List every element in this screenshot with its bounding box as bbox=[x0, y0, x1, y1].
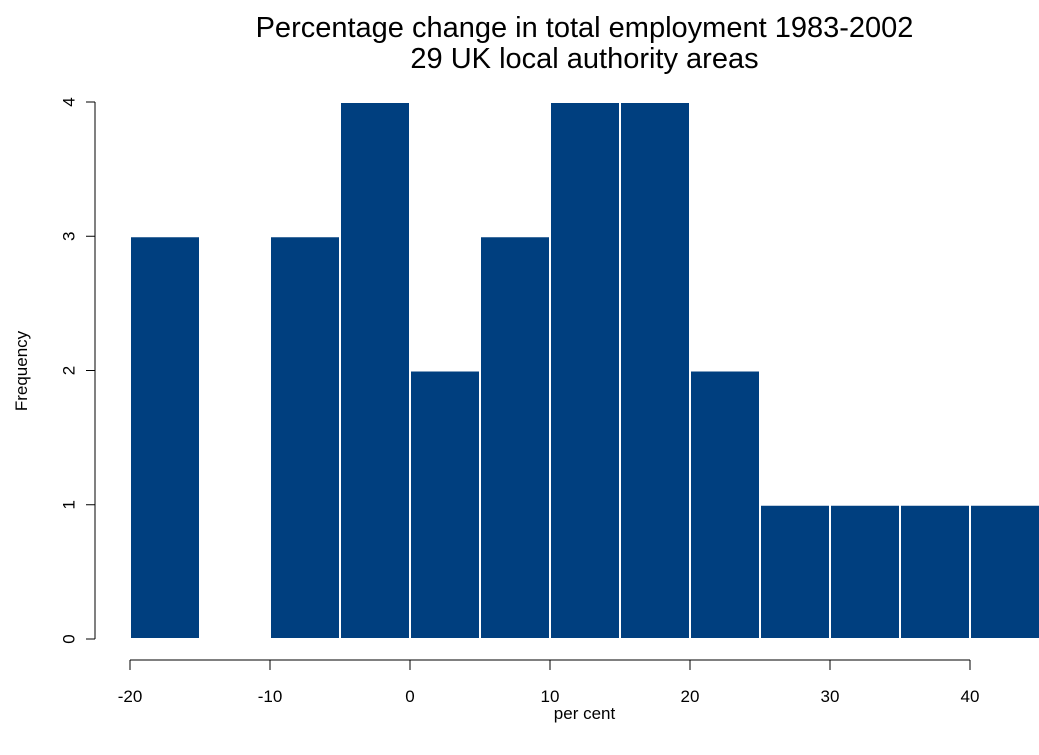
histogram-bar bbox=[899, 503, 971, 640]
x-tick-label: 30 bbox=[821, 687, 840, 706]
x-tick-label: -20 bbox=[118, 687, 143, 706]
histogram-bar bbox=[129, 235, 201, 640]
y-tick-label: 3 bbox=[59, 232, 78, 241]
histogram-bar bbox=[829, 503, 901, 640]
histogram-bar bbox=[969, 503, 1039, 640]
y-tick-label: 1 bbox=[59, 500, 78, 509]
x-tick-label: 0 bbox=[405, 687, 414, 706]
x-tick-label: 40 bbox=[961, 687, 980, 706]
x-tick-label: -10 bbox=[258, 687, 283, 706]
histogram-bar bbox=[269, 235, 341, 640]
y-tick-label: 0 bbox=[59, 634, 78, 643]
x-axis-label: per cent bbox=[553, 704, 616, 723]
histogram-bar bbox=[759, 503, 831, 640]
y-axis: 0 1 2 3 4 bbox=[59, 97, 96, 644]
histogram-bar bbox=[409, 369, 481, 640]
y-axis-label: Frequency bbox=[12, 330, 31, 412]
histogram-bar bbox=[339, 101, 411, 640]
y-tick-label: 2 bbox=[59, 366, 78, 375]
x-tick-label: 20 bbox=[681, 687, 700, 706]
y-tick-label: 4 bbox=[59, 97, 78, 106]
chart-subtitle: 29 UK local authority areas bbox=[410, 43, 759, 75]
x-tick-label: 10 bbox=[541, 687, 560, 706]
histogram-bar bbox=[619, 101, 691, 640]
histogram-bar bbox=[549, 101, 621, 640]
x-axis: -20 -10 0 10 20 30 40 bbox=[118, 659, 980, 706]
histogram-bar bbox=[479, 235, 551, 640]
chart-title: Percentage change in total employment 19… bbox=[255, 12, 914, 44]
histogram-bar bbox=[689, 369, 761, 640]
bars-group bbox=[129, 101, 1039, 640]
